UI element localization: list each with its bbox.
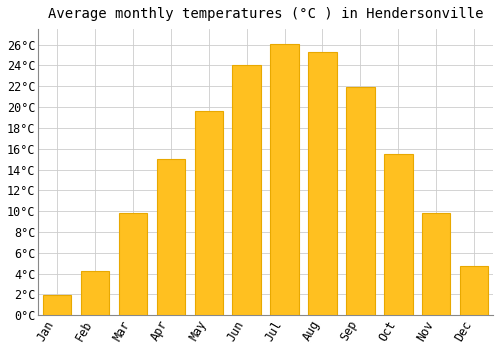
Bar xyxy=(460,266,488,315)
Title: Average monthly temperatures (°C ) in Hendersonville: Average monthly temperatures (°C ) in He… xyxy=(48,7,484,21)
Bar xyxy=(422,213,450,315)
Bar xyxy=(346,88,374,315)
Bar xyxy=(270,44,299,315)
Bar xyxy=(43,295,72,315)
Bar xyxy=(156,159,185,315)
Bar xyxy=(232,65,261,315)
Bar xyxy=(384,154,412,315)
Bar xyxy=(81,271,110,315)
Bar xyxy=(119,213,147,315)
Bar xyxy=(308,52,336,315)
Bar xyxy=(194,111,223,315)
